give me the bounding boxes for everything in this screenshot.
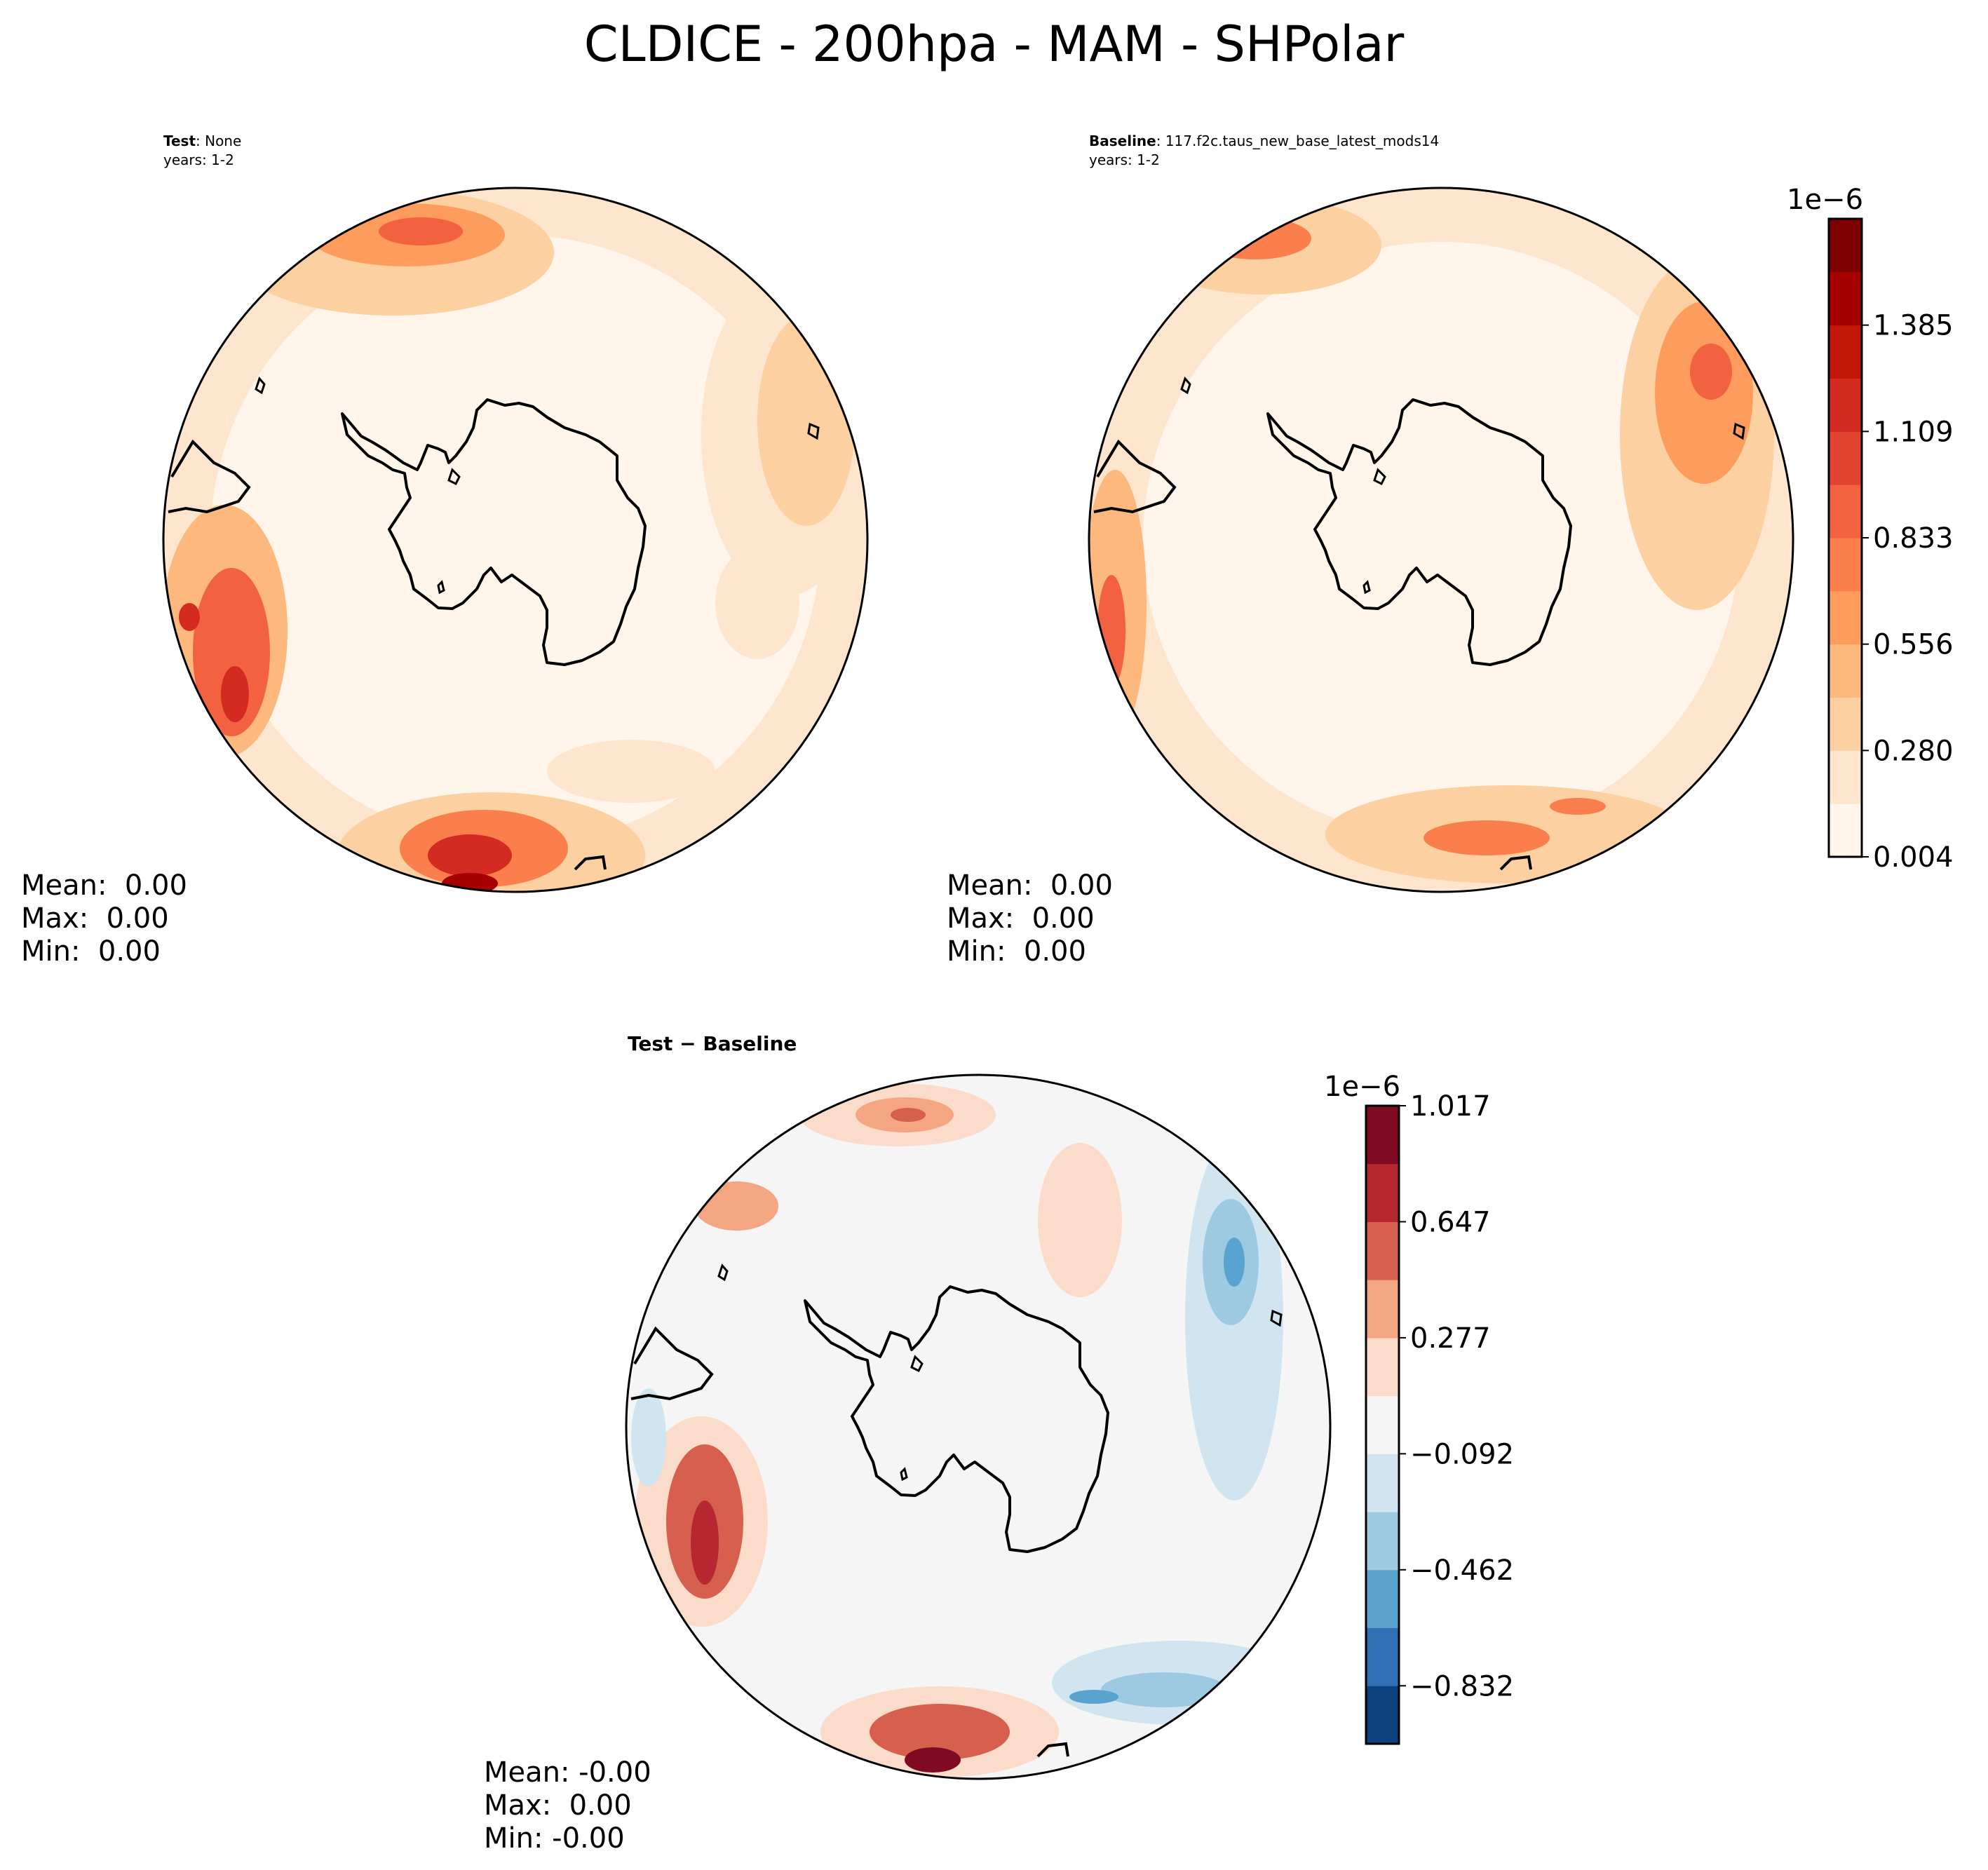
- main-colorbar-tick-label-5: 1.385: [1873, 310, 1954, 342]
- main-colorbar-tick-label-0: 0.004: [1873, 841, 1954, 874]
- diff-map: [625, 1073, 1332, 1780]
- main-colorbar-tick-label-4: 1.109: [1873, 416, 1954, 448]
- diff-max: Max: 0.00: [484, 1789, 632, 1822]
- main-colorbar-tick-label-2: 0.556: [1873, 629, 1954, 661]
- diff-colorbar-swatch-1: [1366, 1627, 1399, 1686]
- main-colorbar-swatch-11: [1829, 219, 1862, 273]
- diff-colorbar-swatch-5: [1366, 1395, 1399, 1454]
- diff-colorbar-frame: [1365, 1104, 1400, 1745]
- figure-title: CLDICE - 200hpa - MAM - SHPolar: [583, 15, 1405, 73]
- diff-colorbar-tick-label-1: −0.462: [1410, 1554, 1514, 1587]
- test-stats: Mean: 0.00 Max: 0.00 Min: 0.00: [21, 869, 187, 968]
- main-colorbar-swatch-8: [1829, 378, 1862, 432]
- test-label-bold: Test: [163, 133, 196, 149]
- diff-colorbar-tick-label-2: −0.092: [1410, 1438, 1514, 1470]
- baseline-max: Max: 0.00: [947, 902, 1095, 935]
- main-colorbar-swatch-3: [1829, 644, 1862, 698]
- main-colorbar-swatch-9: [1829, 325, 1862, 379]
- test-panel-label: Test: None years: 1-2: [163, 132, 241, 170]
- baseline-map: [1088, 187, 1794, 893]
- diff-colorbar: −0.832 −0.462 −0.092 0.277 0.647 1.017: [1365, 1090, 1514, 1745]
- baseline-label-bold: Baseline: [1089, 133, 1156, 149]
- diff-stats: Mean: -0.00 Max: 0.00 Min: -0.00: [484, 1756, 651, 1855]
- test-years: years: 1-2: [163, 151, 234, 168]
- main-colorbar-exponent: 1e−6: [1787, 184, 1864, 216]
- main-colorbar-swatch-2: [1829, 697, 1862, 751]
- main-colorbar-swatch-1: [1829, 750, 1862, 804]
- diff-colorbar-swatch-7: [1366, 1280, 1399, 1339]
- main-colorbar-swatch-4: [1829, 590, 1862, 645]
- diff-colorbar-swatch-9: [1366, 1163, 1399, 1222]
- baseline-mean: Mean: 0.00: [947, 869, 1113, 902]
- diff-colorbar-swatch-4: [1366, 1454, 1399, 1512]
- diff-colorbar-tick-label-3: 0.277: [1410, 1322, 1491, 1355]
- diff-mean: Mean: -0.00: [484, 1756, 651, 1789]
- baseline-years: years: 1-2: [1089, 151, 1160, 168]
- test-mean: Mean: 0.00: [21, 869, 187, 902]
- baseline-stats: Mean: 0.00 Max: 0.00 Min: 0.00: [947, 869, 1113, 968]
- diff-colorbar-exponent: 1e−6: [1324, 1071, 1401, 1103]
- test-map: [162, 187, 869, 893]
- main-colorbar-swatch-0: [1829, 804, 1862, 858]
- diff-min: Min: -0.00: [484, 1822, 625, 1855]
- diff-colorbar-swatch-3: [1366, 1512, 1399, 1571]
- baseline-min: Min: 0.00: [947, 935, 1086, 968]
- diff-panel-label: Test − Baseline: [628, 1032, 797, 1055]
- diff-colorbar-swatch-6: [1366, 1337, 1399, 1397]
- diff-colorbar-swatch-10: [1366, 1106, 1399, 1165]
- main-colorbar-swatch-5: [1829, 538, 1862, 592]
- diff-colorbar-tick-label-0: −0.832: [1410, 1670, 1514, 1702]
- test-max: Max: 0.00: [21, 902, 169, 935]
- main-colorbar-tick-label-1: 0.280: [1873, 735, 1954, 767]
- diff-colorbar-swatch-2: [1366, 1569, 1399, 1629]
- main-colorbar-tick-label-3: 0.833: [1873, 522, 1954, 555]
- main-colorbar-swatch-10: [1829, 271, 1862, 326]
- test-min: Min: 0.00: [21, 935, 161, 968]
- diff-colorbar-tick-label-5: 1.017: [1410, 1090, 1491, 1123]
- diff-colorbar-tick-label-4: 0.647: [1410, 1206, 1491, 1238]
- baseline-label-rest: : 117.f2c.taus_new_base_latest_mods14: [1156, 133, 1440, 149]
- main-colorbar-swatch-7: [1829, 431, 1862, 485]
- main-colorbar-swatch-6: [1829, 485, 1862, 538]
- diff-colorbar-swatch-8: [1366, 1221, 1399, 1280]
- test-label-rest: : None: [196, 133, 242, 149]
- main-colorbar: 0.004 0.280 0.556 0.833 1.109 1.385: [1827, 217, 1954, 874]
- baseline-panel-label: Baseline: 117.f2c.taus_new_base_latest_m…: [1089, 132, 1439, 170]
- diff-colorbar-swatch-0: [1366, 1686, 1399, 1744]
